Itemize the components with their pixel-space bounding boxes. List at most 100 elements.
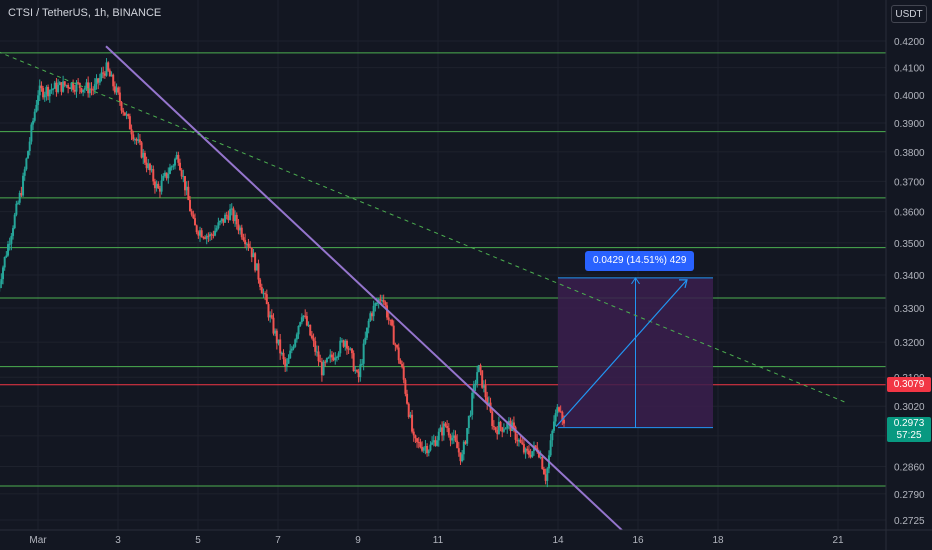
candle-body — [487, 402, 490, 405]
candle-body — [279, 339, 282, 354]
candle-body — [379, 299, 382, 301]
candle-body — [182, 176, 185, 178]
candle-body — [127, 114, 130, 117]
candle-body — [102, 72, 105, 74]
candle-body — [28, 141, 31, 152]
candle-body — [92, 89, 95, 91]
candle-body — [456, 440, 459, 449]
candle-body — [374, 303, 377, 306]
price-tick-label: 0.4100 — [894, 64, 925, 75]
candle-body — [464, 441, 467, 444]
measure-label: 0.0429 (14.51%) 429 — [585, 251, 695, 271]
candle-body — [514, 427, 517, 440]
candle-body — [13, 214, 16, 229]
candle-body — [427, 450, 430, 454]
candle-body — [295, 334, 298, 340]
candle-body — [416, 438, 419, 442]
projection-arrow[interactable] — [555, 279, 688, 428]
candle-body — [35, 104, 38, 112]
candle-body — [462, 441, 465, 455]
dashed-trendline[interactable] — [0, 51, 847, 403]
candle-body — [492, 426, 495, 428]
candle-body — [324, 361, 327, 363]
price-range-measure[interactable] — [558, 276, 713, 429]
candle-body — [277, 339, 280, 344]
candle-body — [27, 151, 30, 159]
time-tick-label: 9 — [355, 535, 361, 546]
candle-body — [204, 237, 207, 239]
candle-body — [406, 393, 409, 404]
price-tick-label: 0.3400 — [894, 271, 925, 282]
candle-body — [412, 431, 415, 436]
candle-body — [362, 343, 365, 364]
candle-body — [237, 224, 240, 231]
candle-body — [372, 305, 375, 317]
candle-body — [32, 120, 35, 125]
candle-body — [88, 88, 91, 94]
candle-body — [446, 425, 449, 429]
candle-body — [542, 468, 545, 475]
candle-body — [43, 94, 46, 98]
candle-body — [466, 428, 469, 444]
candle-body — [192, 214, 195, 219]
candle-body — [249, 246, 252, 248]
candle-body — [68, 88, 71, 90]
candle-body — [484, 385, 487, 398]
currency-button[interactable]: USDT — [891, 5, 927, 23]
candle-body — [461, 454, 464, 462]
candle-body — [349, 348, 352, 350]
candle-body — [202, 237, 205, 239]
price-tick-label: 0.3020 — [894, 402, 925, 413]
candle-body — [554, 413, 557, 422]
candle-body — [194, 218, 197, 226]
candle-body — [419, 442, 422, 447]
candle-body — [20, 192, 23, 196]
candle-body — [137, 139, 140, 141]
candle-body — [55, 82, 58, 93]
candle-body — [45, 86, 48, 95]
candle-body — [53, 82, 56, 89]
candle-body — [254, 253, 257, 271]
candle-body — [522, 444, 525, 453]
candle-body — [175, 154, 178, 160]
candle-body — [100, 72, 103, 79]
candle-body — [376, 302, 379, 304]
candle-body — [496, 429, 499, 435]
candle-body — [227, 215, 230, 221]
candle-body — [230, 208, 233, 210]
candle-body — [355, 370, 358, 372]
last-price-value: 0.2973 — [893, 418, 925, 429]
candle-body — [384, 302, 387, 306]
candle-body — [537, 451, 540, 458]
candle-body — [269, 315, 272, 318]
candle-body — [447, 428, 450, 436]
candle-body — [25, 158, 28, 170]
candle-body — [497, 421, 500, 435]
candle-body — [170, 166, 173, 168]
candle-body — [527, 450, 530, 455]
candle-body — [135, 138, 138, 141]
candle-body — [38, 85, 41, 96]
descending-trendline[interactable] — [105, 45, 623, 531]
candle-body — [52, 88, 55, 90]
candle-body — [517, 439, 520, 442]
candle-body — [499, 421, 502, 428]
candle-body — [235, 214, 238, 225]
candle-body — [451, 437, 454, 441]
candle-body — [95, 78, 98, 85]
candle-body — [357, 371, 360, 378]
candle-body — [444, 423, 447, 426]
candle-body — [302, 315, 305, 318]
candle-body — [422, 447, 425, 451]
candle-body — [359, 364, 362, 378]
candle-body — [290, 348, 293, 351]
trendlines[interactable] — [0, 45, 847, 531]
candle-body — [305, 316, 308, 326]
candle-body — [242, 237, 245, 241]
candle-body — [354, 370, 357, 372]
candle-body — [147, 163, 150, 169]
candle-body — [42, 88, 45, 98]
candle-body — [294, 339, 297, 347]
